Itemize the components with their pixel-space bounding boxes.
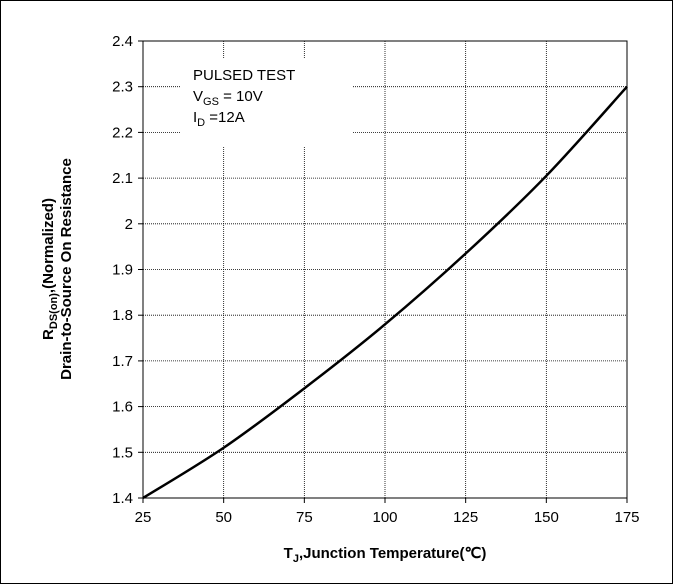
axis-ticks: 25 50 75 100 125 150 175 1.4 1.5 1.6 1.7 1.8 1.9 2 2.1…	[112, 33, 639, 526]
annotation-vgs-value: = 10V	[219, 88, 263, 105]
y-tick-label: 1.5	[112, 444, 133, 461]
y-axis-title-line-1: RDS(on),(Normalized)	[40, 198, 60, 340]
x-axis-title-text: ,Junction Temperature(℃)	[299, 545, 486, 562]
x-tick-label: 50	[215, 509, 232, 526]
x-tick-label: 175	[614, 509, 639, 526]
annotation-vgs-symbol: V	[193, 88, 203, 105]
x-axis-title: TJ,Junction Temperature(℃)	[284, 545, 487, 565]
x-tick-label: 150	[534, 509, 559, 526]
x-axis-title-symbol: T	[284, 545, 293, 562]
y-tick-label: 2.2	[112, 124, 133, 141]
series-line	[142, 85, 628, 500]
y-tick-label: 1.6	[112, 399, 133, 416]
annotation-line-3: ID =12A	[193, 109, 245, 129]
y-axis-title-normalized: ,(Normalized)	[40, 198, 57, 293]
y-tick-label: 1.9	[112, 262, 133, 279]
y-axis-title-subscript: DS(on)	[48, 293, 60, 329]
y-tick-label: 2.3	[112, 79, 133, 96]
annotation-line-1: PULSED TEST	[193, 67, 295, 84]
x-tick-label: 125	[453, 509, 478, 526]
x-tick-label: 25	[135, 509, 152, 526]
annotation-background	[181, 59, 353, 147]
y-axis-title-line-2: Drain-to-Source On Resistance	[58, 158, 75, 380]
series-group	[142, 85, 628, 500]
annotation-id-value: =12A	[205, 109, 245, 126]
y-tick-label: 1.8	[112, 307, 133, 324]
y-axis-title: RDS(on),(Normalized) Drain-to-Source On …	[40, 158, 75, 380]
y-axis-title-symbol: R	[40, 329, 57, 340]
y-tick-label: 2	[125, 216, 133, 233]
y-tick-label: 1.7	[112, 353, 133, 370]
x-tick-label: 100	[372, 509, 397, 526]
y-tick-label: 2.1	[112, 170, 133, 187]
annotation-id-subscript: D	[197, 117, 205, 129]
y-tick-label: 1.4	[112, 490, 133, 507]
annotation-vgs-subscript: GS	[203, 96, 219, 108]
annotation-line-2: VGS = 10V	[193, 88, 263, 108]
x-axis-title-subscript: J	[293, 553, 299, 565]
x-tick-label: 75	[296, 509, 313, 526]
annotation-id-symbol: I	[193, 109, 197, 126]
y-tick-label: 2.4	[112, 33, 133, 50]
